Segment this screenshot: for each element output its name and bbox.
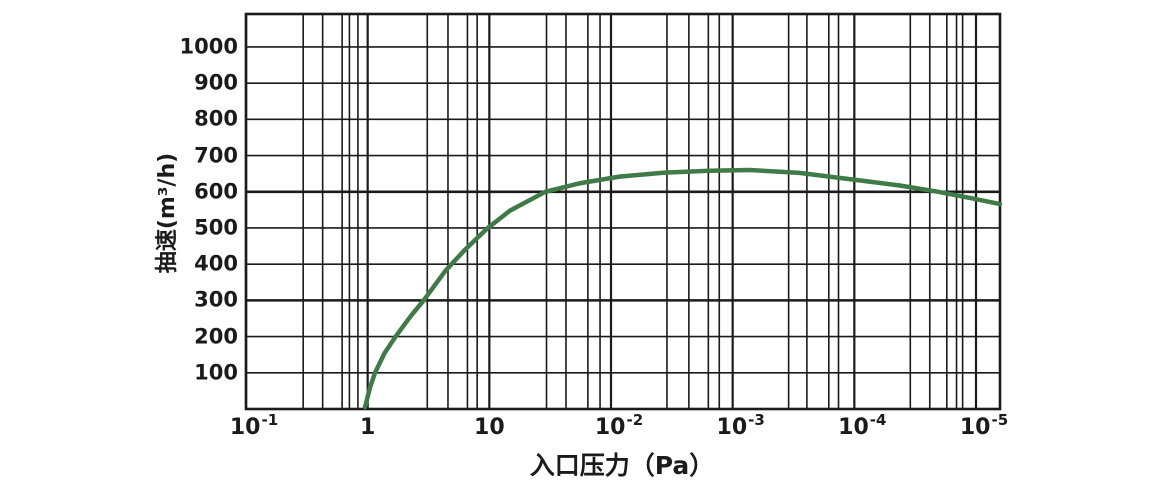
plot-frame — [244, 12, 1002, 411]
x-tick-label: 10-2 — [594, 413, 643, 440]
x-tick-exponent: -2 — [626, 411, 644, 429]
y-tick-label: 300 — [194, 287, 238, 312]
x-tick-base: 10 — [838, 415, 869, 440]
y-tick-label: 600 — [194, 179, 238, 204]
y-tick-label: 800 — [194, 106, 238, 131]
x-tick-exponent: -4 — [869, 411, 887, 429]
x-tick-exponent: -5 — [991, 411, 1009, 429]
x-tick-label: 10-4 — [838, 413, 886, 440]
x-tick-label: 10-3 — [716, 413, 765, 440]
y-tick-label: 500 — [194, 215, 238, 240]
y-tick-label: 900 — [194, 70, 238, 95]
x-tick-label: 10 — [474, 417, 505, 439]
y-axis-title: 抽速(m³/h) — [155, 152, 180, 274]
x-tick-base: 10 — [229, 415, 261, 440]
x-tick-label: 1 — [360, 417, 375, 439]
y-tick-label: 100 — [194, 360, 238, 385]
x-tick-label: 10-5 — [959, 413, 1008, 440]
y-tick-label: 400 — [194, 251, 238, 276]
x-tick-label: 10-1 — [229, 413, 278, 440]
x-tick-exponent: -1 — [261, 411, 279, 429]
x-tick-exponent: -3 — [748, 411, 765, 429]
x-axis-title: 入口压力（Pa） — [529, 451, 715, 480]
pumping-speed-curve — [362, 167, 1003, 410]
y-tick-label: 1000 — [179, 34, 238, 59]
x-tick-base: 10 — [474, 415, 505, 440]
y-tick-label: 200 — [194, 324, 238, 349]
y-tick-label: 700 — [194, 143, 238, 168]
x-tick-base: 1 — [360, 415, 376, 440]
x-tick-base: 10 — [716, 415, 748, 440]
x-tick-base: 10 — [594, 415, 626, 440]
x-tick-base: 10 — [959, 415, 991, 440]
